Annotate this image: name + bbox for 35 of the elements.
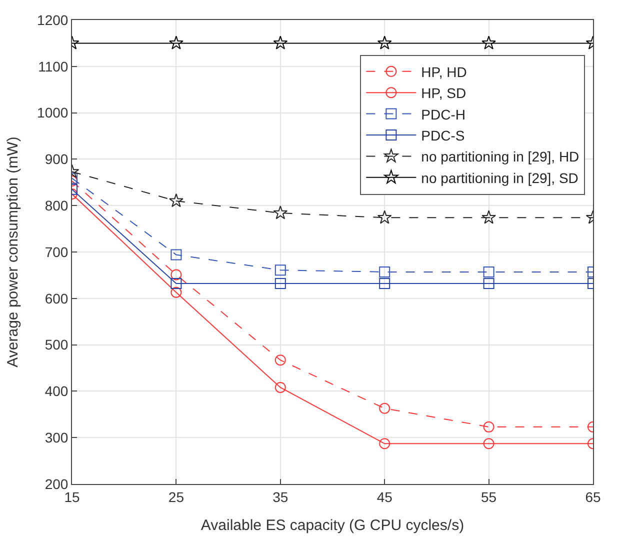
point [273,206,288,220]
y-tick-label: 1200 [37,12,68,28]
point [274,382,286,393]
x-tick-label: 25 [168,488,184,505]
point [377,36,392,50]
y-tick-label: 600 [44,290,68,306]
point [274,354,286,366]
x-tick-label: 45 [376,488,393,505]
legend-label: HP, HD [421,64,467,80]
y-tick-label: 1100 [38,58,68,74]
point [274,264,286,276]
y-tick-label: 700 [44,244,68,260]
legend-label: no partitioning in [29], SD [421,170,578,186]
y-tick-label: 1000 [37,104,68,121]
point [274,278,286,290]
point [273,36,288,50]
y-tick-label: 400 [44,383,68,400]
x-tick-label: 35 [272,488,288,505]
point [379,438,390,450]
y-tick-label: 800 [44,198,68,214]
x-tick-label: 55 [481,488,497,505]
legend-label: PDC-S [421,127,465,144]
legend-label: no partitioning in [29], HD [421,148,580,165]
point [377,210,392,224]
x-axis-title: Available ES capacity (G CPU cycles/s) [200,516,464,534]
legend-label: HP, SD [421,85,466,102]
point [379,402,390,414]
y-axis-title: Average power consumption (mW) [4,136,22,368]
x-tick-label: 65 [585,488,601,505]
y-tick-label: 500 [44,336,68,353]
y-tick-label: 300 [44,430,68,446]
point [379,278,390,290]
y-tick-label: 900 [44,151,68,168]
point [379,266,390,278]
legend-label: PDC-H [421,106,466,122]
